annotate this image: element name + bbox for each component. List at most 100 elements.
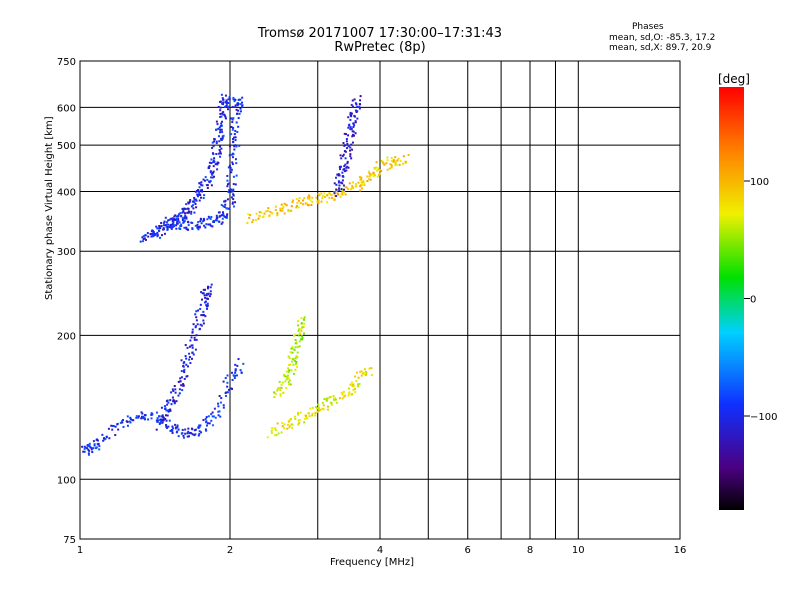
data-point	[158, 422, 161, 425]
data-point	[224, 216, 227, 219]
data-point	[239, 98, 242, 101]
data-point	[345, 140, 348, 143]
data-point	[172, 400, 175, 403]
data-point	[349, 111, 352, 114]
data-point	[206, 184, 209, 187]
data-point	[369, 174, 372, 177]
data-point	[205, 292, 208, 295]
data-point	[169, 224, 172, 227]
data-point	[356, 105, 359, 108]
data-point	[269, 210, 272, 213]
data-point	[286, 376, 289, 379]
data-point	[349, 153, 352, 156]
data-point	[276, 212, 279, 215]
data-point	[206, 186, 209, 189]
data-point	[294, 338, 297, 341]
data-point	[372, 171, 375, 174]
data-point	[359, 370, 362, 373]
data-point	[159, 227, 162, 230]
data-point	[185, 228, 188, 231]
data-point	[334, 398, 337, 401]
data-point	[282, 391, 285, 394]
data-point	[201, 184, 204, 187]
data-point	[330, 194, 333, 197]
data-point	[156, 235, 159, 238]
data-point	[88, 442, 91, 445]
data-point	[214, 219, 217, 222]
data-point	[232, 137, 235, 140]
data-point	[178, 392, 181, 395]
data-point	[303, 417, 306, 420]
data-point	[295, 204, 298, 207]
data-point	[178, 213, 181, 216]
data-point	[225, 216, 228, 219]
data-point	[305, 414, 308, 417]
data-point	[225, 207, 228, 210]
data-point	[326, 201, 329, 204]
data-point	[142, 235, 145, 238]
data-point	[337, 173, 340, 176]
data-point	[303, 322, 306, 325]
data-point	[219, 115, 222, 118]
data-point	[328, 192, 331, 195]
data-point	[191, 344, 194, 347]
chart-subtitle: RwPretec (8p)	[334, 40, 426, 55]
data-point	[231, 118, 234, 121]
data-point	[226, 198, 229, 201]
data-point	[282, 206, 285, 209]
data-point	[287, 374, 290, 377]
data-point	[223, 200, 226, 203]
data-point	[376, 169, 379, 172]
data-point	[339, 154, 342, 157]
data-point	[298, 328, 301, 331]
data-point	[351, 135, 354, 138]
data-point	[137, 416, 140, 419]
data-point	[351, 105, 354, 108]
data-point	[144, 238, 147, 241]
axis-layer: 1 2 4 6 8 10 16 75 100 200 300 400 500 600 750	[57, 57, 686, 556]
data-point	[229, 188, 232, 191]
data-point	[232, 98, 235, 101]
data-point	[330, 403, 333, 406]
data-point	[142, 240, 145, 243]
data-point	[295, 355, 298, 358]
data-point	[234, 98, 237, 101]
data-point	[210, 176, 213, 179]
data-point	[209, 223, 212, 226]
data-point	[274, 205, 277, 208]
data-point	[167, 410, 170, 413]
data-point	[152, 235, 155, 238]
data-point	[346, 165, 349, 168]
data-point	[187, 427, 190, 430]
data-point	[201, 314, 204, 317]
data-point	[156, 227, 159, 230]
data-point	[378, 172, 381, 175]
data-point	[150, 417, 153, 420]
data-point	[212, 140, 215, 143]
data-point	[367, 170, 370, 173]
data-point	[202, 178, 205, 181]
data-point	[326, 405, 329, 408]
data-point	[160, 221, 163, 224]
data-point	[237, 358, 240, 361]
data-point	[287, 208, 290, 211]
data-point	[180, 359, 183, 362]
data-point	[300, 327, 303, 330]
data-point	[207, 223, 210, 226]
data-point	[233, 133, 236, 136]
plot-frame	[79, 60, 681, 540]
data-point	[163, 405, 166, 408]
data-point	[144, 418, 147, 421]
data-point	[353, 388, 356, 391]
data-point	[296, 365, 299, 368]
data-point	[234, 371, 237, 374]
data-point	[404, 160, 407, 163]
data-point	[172, 218, 175, 221]
data-point	[171, 396, 174, 399]
data-point	[181, 432, 184, 435]
data-point	[112, 425, 115, 428]
data-point	[291, 351, 294, 354]
data-point	[232, 141, 235, 144]
data-point	[351, 148, 354, 151]
data-point	[349, 126, 352, 129]
